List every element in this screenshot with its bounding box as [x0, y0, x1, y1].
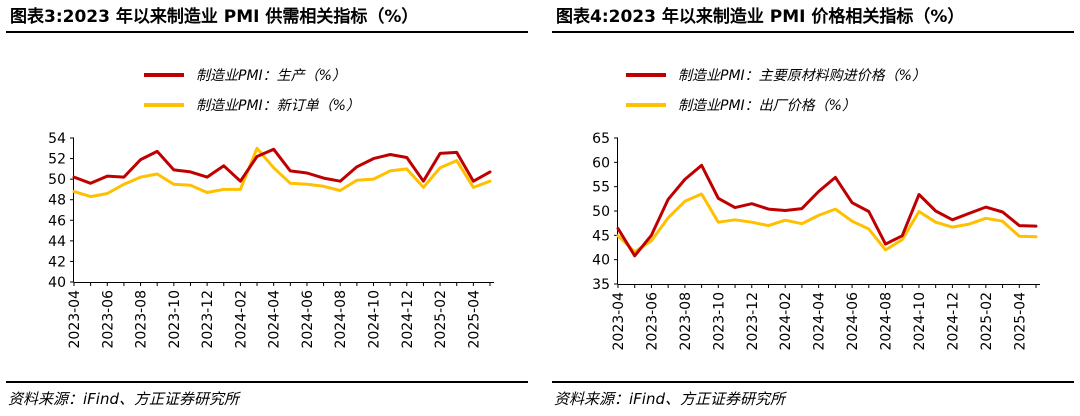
x-tick-label: 2024-04	[267, 290, 283, 349]
x-tick-label: 2023-12	[745, 292, 761, 351]
x-tick-label: 2024-04	[812, 292, 828, 351]
y-tick-label: 44	[48, 234, 66, 250]
x-tick-label: 2024-12	[400, 290, 416, 349]
y-tick-label: 55	[592, 180, 610, 196]
source-divider	[6, 381, 528, 383]
y-tick-label: 54	[48, 131, 66, 147]
y-tick-label: 50	[592, 204, 610, 220]
source-divider	[552, 381, 1074, 383]
legend-label: 制造业PMI：新订单（%）	[196, 98, 360, 114]
x-tick-label: 2023-10	[711, 292, 727, 351]
chart-title: 图表4:2023 年以来制造业 PMI 价格相关指标（%）	[556, 7, 965, 27]
x-tick-label: 2024-06	[300, 290, 316, 349]
x-tick-label: 2023-08	[678, 292, 694, 351]
x-tick-label: 2025-04	[1012, 292, 1028, 351]
legend-label: 制造业PMI：生产（%）	[196, 68, 346, 84]
series-line	[72, 146, 492, 199]
y-tick-label: 48	[48, 193, 66, 209]
x-tick-label: 2024-10	[912, 292, 928, 351]
x-tick-label: 2024-10	[367, 290, 383, 349]
y-tick-label: 52	[48, 152, 66, 168]
line-chart-supply-demand: 制造业PMI：生产（%） 制造业PMI：新订单（%） 40 42 44 46 48 50 52 5…	[48, 68, 494, 349]
x-tick-label: 2023-06	[644, 292, 660, 351]
x-tick-label: 2024-02	[778, 292, 794, 351]
x-tick-label: 2025-04	[466, 290, 482, 349]
title-divider	[6, 31, 528, 33]
y-tick-label: 40	[592, 253, 610, 269]
y-tick-label: 60	[592, 155, 610, 171]
x-tick-label: 2024-08	[333, 290, 349, 349]
x-tick-label: 2023-06	[100, 290, 116, 349]
y-tick-label: 45	[592, 228, 610, 244]
chart-title: 图表3:2023 年以来制造业 PMI 供需相关指标（%）	[10, 7, 419, 27]
x-tick-label: 2023-10	[167, 290, 183, 349]
series-line	[616, 163, 1038, 258]
chart-panel-price: 图表4:2023 年以来制造业 PMI 价格相关指标（%） 制造业PMI：主要原…	[552, 0, 1078, 416]
series-line	[72, 147, 492, 185]
title-divider	[552, 31, 1074, 33]
y-tick-label: 46	[48, 213, 66, 229]
x-tick-label: 2025-02	[979, 292, 995, 351]
chart-panel-supply-demand: 图表3:2023 年以来制造业 PMI 供需相关指标（%） 制造业PMI：生产（…	[6, 0, 532, 416]
line-chart-price: 制造业PMI：主要原材料购进价格（%） 制造业PMI：出厂价格（%） 35 40 45 5…	[592, 68, 1040, 351]
chart-source: 资料来源：iFind、方正证券研究所	[554, 390, 785, 408]
x-tick-label: 2023-08	[134, 290, 150, 349]
x-tick-label: 2025-02	[433, 290, 449, 349]
y-tick-label: 50	[48, 172, 66, 188]
series-line	[616, 192, 1038, 254]
x-tick-label: 2023-04	[611, 292, 627, 351]
y-tick-label: 65	[592, 131, 610, 147]
chart-source: 资料来源：iFind、方正证券研究所	[8, 390, 239, 408]
x-tick-label: 2024-06	[845, 292, 861, 351]
y-tick-label: 35	[592, 277, 610, 293]
x-tick-label: 2024-12	[945, 292, 961, 351]
x-tick-label: 2023-04	[67, 290, 83, 349]
x-tick-label: 2024-08	[879, 292, 895, 351]
x-tick-label: 2024-02	[233, 290, 249, 349]
x-tick-label: 2023-12	[200, 290, 216, 349]
y-tick-label: 40	[48, 275, 66, 291]
y-tick-label: 42	[48, 254, 66, 270]
legend-label: 制造业PMI：出厂价格（%）	[678, 98, 856, 114]
legend-label: 制造业PMI：主要原材料购进价格（%）	[678, 68, 926, 84]
